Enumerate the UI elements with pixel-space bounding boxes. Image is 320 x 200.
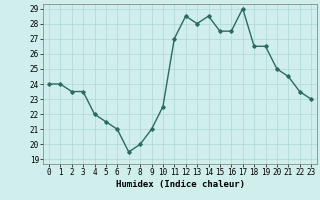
X-axis label: Humidex (Indice chaleur): Humidex (Indice chaleur) <box>116 180 244 189</box>
